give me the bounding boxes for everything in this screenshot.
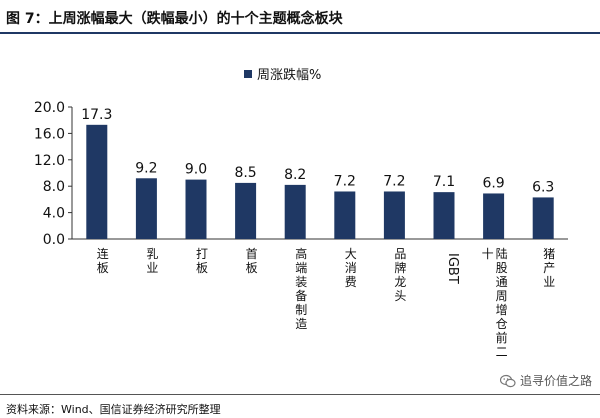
- svg-text:乳: 乳: [146, 247, 158, 261]
- svg-text:周: 周: [496, 289, 508, 303]
- svg-text:端: 端: [295, 261, 307, 275]
- svg-text:连: 连: [97, 246, 109, 261]
- bar: [433, 192, 455, 239]
- svg-text:高: 高: [295, 246, 307, 261]
- category-label: 猪产业: [543, 247, 555, 289]
- svg-text:制: 制: [295, 303, 307, 317]
- bar: [185, 179, 207, 239]
- svg-text:板: 板: [196, 261, 208, 275]
- source-note: 资料来源：Wind、国信证券经济研究所整理: [6, 403, 221, 416]
- y-tick-label: 16.0: [34, 126, 65, 142]
- wechat-icon: [499, 374, 516, 387]
- svg-text:二: 二: [496, 345, 508, 359]
- bar: [532, 197, 554, 239]
- bar: [483, 193, 505, 239]
- y-tick-label: 12.0: [34, 153, 65, 169]
- svg-text:龙: 龙: [394, 275, 406, 289]
- category-label: 大消费: [345, 247, 357, 289]
- svg-text:消: 消: [345, 261, 357, 275]
- svg-text:仓: 仓: [496, 317, 508, 331]
- svg-text:牌: 牌: [394, 261, 406, 275]
- legend-swatch: [244, 70, 252, 78]
- category-label: 首板: [246, 247, 258, 275]
- svg-text:业: 业: [146, 261, 158, 275]
- svg-text:备: 备: [295, 289, 307, 303]
- svg-text:猪: 猪: [543, 247, 555, 261]
- watermark: 追寻价值之路: [499, 372, 592, 389]
- svg-text:陆: 陆: [496, 246, 508, 261]
- svg-text:打: 打: [196, 247, 208, 261]
- data-label: 6.9: [482, 175, 504, 191]
- figure-header: 图 7：上周涨幅最大（跌幅最小）的十个主题概念板块: [0, 0, 600, 34]
- data-label: 9.2: [135, 160, 157, 176]
- bar: [135, 178, 157, 239]
- data-label: 8.5: [234, 165, 256, 181]
- data-label: 7.2: [334, 173, 356, 189]
- data-label: 9.0: [185, 162, 207, 178]
- svg-text:装: 装: [295, 275, 307, 289]
- data-label: 7.1: [433, 174, 455, 190]
- data-label: 8.2: [284, 167, 306, 183]
- category-label: 连板: [97, 246, 109, 275]
- category-label: IGBT: [445, 253, 460, 284]
- category-label: 乳业: [146, 247, 158, 275]
- svg-text:IGBT: IGBT: [445, 253, 460, 284]
- bar: [284, 184, 306, 239]
- svg-text:十: 十: [482, 247, 494, 261]
- svg-text:头: 头: [394, 289, 406, 303]
- source-bar: 资料来源：Wind、国信证券经济研究所整理: [0, 394, 600, 418]
- watermark-text: 追寻价值之路: [519, 374, 592, 388]
- bar-chart: 周涨跌幅%0.04.08.012.016.020.0 17.3连板9.2乳业9.0…: [34, 67, 568, 359]
- bar: [86, 124, 108, 239]
- svg-text:品: 品: [394, 247, 406, 261]
- bar: [235, 182, 257, 239]
- svg-text:股: 股: [496, 261, 508, 275]
- svg-text:大: 大: [345, 247, 357, 261]
- svg-text:产: 产: [543, 261, 555, 275]
- svg-text:增: 增: [496, 303, 508, 317]
- data-label: 7.2: [383, 173, 405, 189]
- svg-text:通: 通: [496, 275, 508, 289]
- legend-label: 周涨跌幅%: [257, 67, 321, 83]
- svg-text:首: 首: [246, 247, 258, 261]
- svg-text:板: 板: [97, 261, 109, 275]
- figure-title: 图 7：上周涨幅最大（跌幅最小）的十个主题概念板块: [6, 11, 343, 27]
- svg-text:板: 板: [246, 261, 258, 275]
- y-tick-label: 8.0: [43, 179, 65, 195]
- y-tick-label: 20.0: [34, 100, 65, 116]
- data-label: 17.3: [81, 107, 112, 123]
- category-label: 打板: [196, 247, 208, 275]
- y-tick-label: 0.0: [43, 232, 65, 248]
- svg-text:业: 业: [543, 275, 555, 289]
- data-label: 6.3: [532, 179, 554, 195]
- y-tick-label: 4.0: [43, 206, 65, 222]
- bar: [334, 191, 356, 239]
- chart-area: 周涨跌幅% 0.0 4.0 8.0 12.0 16.0 20.0 17.3 连板 9.2 乳业 9.0…: [0, 34, 600, 394]
- svg-text:造: 造: [295, 317, 307, 331]
- svg-text:前: 前: [496, 330, 508, 345]
- svg-text:费: 费: [345, 275, 357, 289]
- bar: [383, 191, 405, 239]
